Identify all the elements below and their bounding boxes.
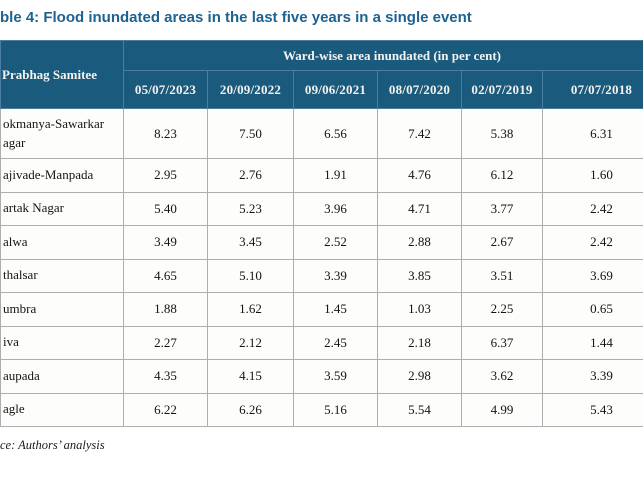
value-cell: 3.39 (542, 359, 643, 394)
table-row: alwa 3.49 3.45 2.52 2.88 2.67 2.42 (0, 225, 643, 260)
column-group-header: Ward-wise area inundated (in per cent) (123, 40, 643, 71)
value-cell: 5.43 (542, 392, 643, 427)
value-cell: 3.62 (461, 359, 543, 394)
value-cell: 6.26 (207, 392, 294, 427)
value-cell: 1.62 (207, 292, 294, 327)
value-cell: 1.03 (377, 292, 462, 327)
value-cell: 2.76 (207, 158, 294, 193)
value-cell: 6.56 (293, 108, 378, 159)
value-cell: 6.31 (542, 108, 643, 159)
table-row: ajivade-Manpada 2.95 2.76 1.91 4.76 6.12 1.60 (0, 158, 643, 193)
value-cell: 4.71 (377, 191, 462, 226)
value-cell: 1.44 (542, 325, 643, 360)
row-label: artak Nagar (0, 191, 124, 226)
value-cell: 1.88 (123, 292, 208, 327)
table-row: iva 2.27 2.12 2.45 2.18 6.37 1.44 (0, 325, 643, 360)
value-cell: 1.45 (293, 292, 378, 327)
source-note: ce: Authors’ analysis (0, 438, 105, 452)
row-label: iva (0, 325, 124, 360)
value-cell: 2.18 (377, 325, 462, 360)
value-cell: 2.12 (207, 325, 294, 360)
value-cell: 4.35 (123, 359, 208, 394)
column-header-date: 09/06/2021 (293, 70, 378, 109)
row-label: okmanya-Sawarkar agar (0, 108, 124, 159)
table-header: Prabhag Samitee Ward-wise area inundated… (0, 40, 643, 109)
row-label: umbra (0, 292, 124, 327)
value-cell: 4.76 (377, 158, 462, 193)
header-date-row: 05/07/2023 20/09/2022 09/06/2021 08/07/2020… (1, 70, 643, 109)
value-cell: 2.42 (542, 191, 643, 226)
value-cell: 3.49 (123, 225, 208, 260)
value-cell: 3.45 (207, 225, 294, 260)
flood-inundation-table: Prabhag Samitee Ward-wise area inundated… (0, 40, 643, 427)
row-label: agle (0, 392, 124, 427)
table-row: umbra 1.88 1.62 1.45 1.03 2.25 0.65 (0, 292, 643, 327)
row-label: aupada (0, 359, 124, 394)
value-cell: 6.37 (461, 325, 543, 360)
value-cell: 2.25 (461, 292, 543, 327)
value-cell: 3.69 (542, 258, 643, 293)
column-header-date: 07/07/2018 (542, 70, 643, 109)
row-label: alwa (0, 225, 124, 260)
value-cell: 4.15 (207, 359, 294, 394)
value-cell: 2.98 (377, 359, 462, 394)
column-header-date: 02/07/2019 (461, 70, 543, 109)
value-cell: 2.45 (293, 325, 378, 360)
table-row: agle 6.22 6.26 5.16 5.54 4.99 5.43 (0, 392, 643, 427)
value-cell: 4.99 (461, 392, 543, 427)
table-title: ble 4: Flood inundated areas in the last… (0, 9, 472, 26)
table-row: aupada 4.35 4.15 3.59 2.98 3.62 3.39 (0, 359, 643, 394)
value-cell: 3.59 (293, 359, 378, 394)
table-row: thalsar 4.65 5.10 3.39 3.85 3.51 3.69 (0, 258, 643, 293)
value-cell: 5.54 (377, 392, 462, 427)
value-cell: 2.27 (123, 325, 208, 360)
value-cell: 5.16 (293, 392, 378, 427)
column-header-date: 08/07/2020 (377, 70, 462, 109)
value-cell: 5.10 (207, 258, 294, 293)
value-cell: 2.88 (377, 225, 462, 260)
table-row: okmanya-Sawarkar agar 8.23 7.50 6.56 7.42 5.3… (0, 108, 643, 159)
row-header-prabhag-samitee: Prabhag Samitee (0, 40, 124, 109)
value-cell: 2.42 (542, 225, 643, 260)
value-cell: 2.67 (461, 225, 543, 260)
value-cell: 5.40 (123, 191, 208, 226)
header-group-row: Prabhag Samitee Ward-wise area inundated… (0, 40, 643, 109)
value-cell: 0.65 (542, 292, 643, 327)
value-cell: 3.39 (293, 258, 378, 293)
row-label: thalsar (0, 258, 124, 293)
value-cell: 1.60 (542, 158, 643, 193)
value-cell: 2.52 (293, 225, 378, 260)
value-cell: 3.96 (293, 191, 378, 226)
value-cell: 7.42 (377, 108, 462, 159)
value-cell: 3.77 (461, 191, 543, 226)
value-cell: 8.23 (123, 108, 208, 159)
value-cell: 5.23 (207, 191, 294, 226)
value-cell: 3.85 (377, 258, 462, 293)
value-cell: 2.95 (123, 158, 208, 193)
value-cell: 3.51 (461, 258, 543, 293)
column-header-date: 20/09/2022 (207, 70, 294, 109)
row-label: ajivade-Manpada (0, 158, 124, 193)
value-cell: 7.50 (207, 108, 294, 159)
value-cell: 6.22 (123, 392, 208, 427)
table-body: okmanya-Sawarkar agar 8.23 7.50 6.56 7.42 5.3… (0, 108, 643, 427)
value-cell: 6.12 (461, 158, 543, 193)
value-cell: 5.38 (461, 108, 543, 159)
value-cell: 4.65 (123, 258, 208, 293)
column-header-date: 05/07/2023 (123, 70, 208, 109)
value-cell: 1.91 (293, 158, 378, 193)
table-row: artak Nagar 5.40 5.23 3.96 4.71 3.77 2.42 (0, 191, 643, 226)
